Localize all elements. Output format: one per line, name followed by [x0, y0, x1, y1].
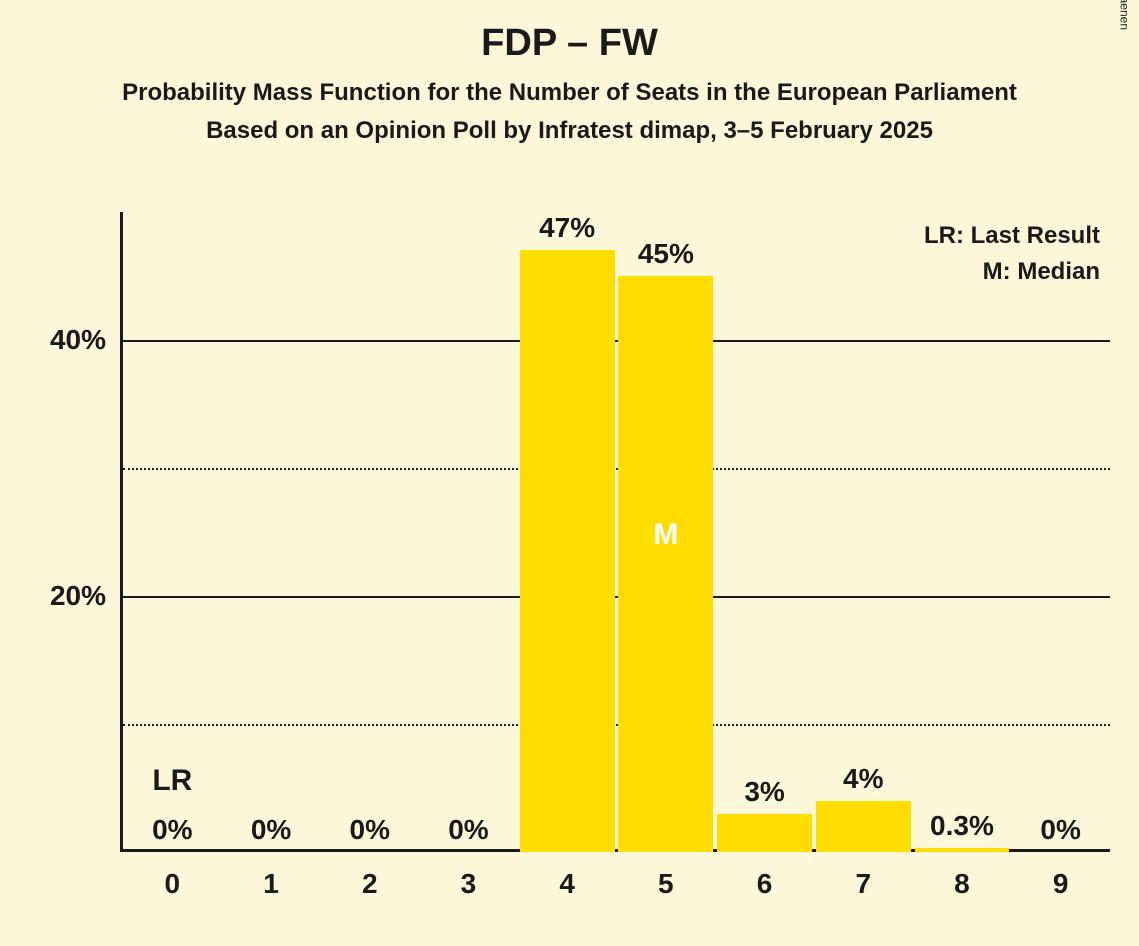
gridline-minor: [123, 724, 1110, 726]
median-marker: M: [618, 518, 713, 552]
y-tick-label: 40%: [50, 324, 120, 356]
bar-value-label: 3%: [717, 776, 812, 814]
bar: 3%: [717, 814, 812, 852]
bar-value-label: 45%: [618, 238, 713, 276]
y-tick-label: 20%: [50, 580, 120, 612]
bar-value-label: 0%: [224, 814, 319, 852]
legend-m: M: Median: [924, 254, 1100, 290]
gridline-minor: [123, 468, 1110, 470]
x-tick-label: 8: [913, 868, 1012, 900]
x-tick-label: 1: [222, 868, 321, 900]
bar: 4%: [816, 801, 911, 852]
x-tick-label: 9: [1011, 868, 1110, 900]
chart-subtitle-1: Probability Mass Function for the Number…: [0, 79, 1139, 107]
gridline-major: [123, 596, 1110, 598]
x-tick-label: 3: [419, 868, 518, 900]
bar-value-label: 0%: [322, 814, 417, 852]
bar-value-label: 47%: [520, 212, 615, 250]
plot-area: LR: Last Result M: Median 20%40%0%LR00%1…: [120, 212, 1110, 852]
bar: 47%: [520, 250, 615, 852]
chart-title: FDP – FW: [0, 22, 1139, 65]
bar: 0.3%: [915, 848, 1010, 852]
bar-value-label: 4%: [816, 763, 911, 801]
bar: 45%M: [618, 276, 713, 852]
x-tick-label: 4: [518, 868, 617, 900]
bar-value-label: 0%: [1013, 814, 1108, 852]
legend: LR: Last Result M: Median: [924, 218, 1100, 290]
bar-value-label: 0%: [421, 814, 516, 852]
last-result-marker: LR: [125, 764, 220, 798]
x-tick-label: 2: [320, 868, 419, 900]
legend-lr: LR: Last Result: [924, 218, 1100, 254]
x-tick-label: 6: [715, 868, 814, 900]
x-tick-label: 5: [617, 868, 716, 900]
credit-text: © 2025 Filip van Laenen: [1117, 0, 1131, 30]
x-tick-label: 0: [123, 868, 222, 900]
x-tick-label: 7: [814, 868, 913, 900]
bar-value-label: 0.3%: [915, 810, 1010, 848]
gridline-major: [123, 340, 1110, 342]
y-axis-line: [120, 212, 123, 852]
chart-subtitle-2: Based on an Opinion Poll by Infratest di…: [0, 117, 1139, 145]
bar-value-label: 0%: [125, 814, 220, 852]
